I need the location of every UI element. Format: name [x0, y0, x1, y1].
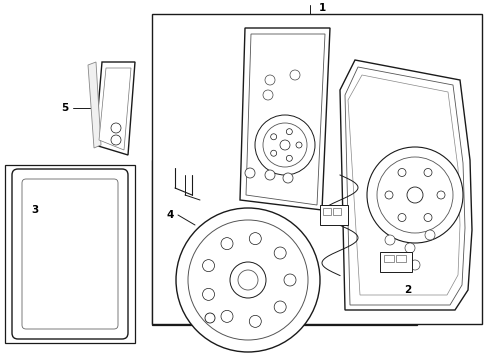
- FancyBboxPatch shape: [22, 179, 118, 329]
- Circle shape: [264, 75, 274, 85]
- Text: 4: 4: [166, 210, 173, 220]
- Text: 1: 1: [318, 3, 325, 13]
- FancyBboxPatch shape: [12, 169, 128, 339]
- Bar: [152, 14, 481, 324]
- Polygon shape: [345, 67, 464, 305]
- Circle shape: [289, 70, 299, 80]
- Circle shape: [264, 170, 274, 180]
- Circle shape: [284, 274, 295, 286]
- Circle shape: [409, 260, 419, 270]
- Circle shape: [249, 315, 261, 327]
- Polygon shape: [347, 75, 459, 295]
- Polygon shape: [99, 68, 131, 150]
- Polygon shape: [245, 34, 325, 205]
- Bar: [152, 160, 416, 325]
- Circle shape: [280, 140, 289, 150]
- Circle shape: [376, 157, 452, 233]
- Circle shape: [384, 255, 394, 265]
- Polygon shape: [240, 28, 329, 210]
- Circle shape: [111, 123, 121, 133]
- Circle shape: [384, 235, 394, 245]
- Polygon shape: [95, 62, 135, 155]
- Circle shape: [397, 168, 405, 176]
- Circle shape: [221, 310, 232, 322]
- Text: 2: 2: [404, 285, 411, 295]
- Circle shape: [423, 213, 431, 221]
- Circle shape: [406, 187, 422, 203]
- Circle shape: [397, 213, 405, 221]
- Circle shape: [424, 230, 434, 240]
- Circle shape: [221, 238, 232, 249]
- Bar: [5, 165, 135, 343]
- Circle shape: [270, 134, 276, 140]
- Bar: [383, 255, 393, 262]
- Circle shape: [286, 129, 292, 135]
- Polygon shape: [88, 62, 101, 148]
- Bar: [323, 208, 330, 215]
- Circle shape: [274, 301, 285, 313]
- Circle shape: [423, 168, 431, 176]
- Circle shape: [202, 260, 214, 272]
- Circle shape: [111, 135, 121, 145]
- Bar: [395, 255, 405, 262]
- Polygon shape: [339, 60, 471, 310]
- Circle shape: [254, 115, 314, 175]
- Circle shape: [263, 123, 306, 167]
- Circle shape: [238, 270, 258, 290]
- Circle shape: [244, 168, 254, 178]
- Circle shape: [366, 147, 462, 243]
- Circle shape: [436, 191, 444, 199]
- Circle shape: [229, 262, 265, 298]
- Circle shape: [283, 173, 292, 183]
- Text: 3: 3: [31, 205, 39, 215]
- Circle shape: [204, 313, 215, 323]
- Bar: [319, 205, 347, 225]
- Circle shape: [187, 220, 307, 340]
- Circle shape: [176, 208, 319, 352]
- Circle shape: [270, 150, 276, 156]
- Circle shape: [404, 243, 414, 253]
- Circle shape: [249, 233, 261, 245]
- Bar: [332, 208, 340, 215]
- Circle shape: [286, 155, 292, 161]
- Circle shape: [202, 288, 214, 300]
- Bar: [379, 252, 411, 272]
- Circle shape: [274, 247, 285, 259]
- Circle shape: [384, 191, 392, 199]
- Circle shape: [263, 90, 272, 100]
- Text: 5: 5: [61, 103, 68, 113]
- Circle shape: [295, 142, 302, 148]
